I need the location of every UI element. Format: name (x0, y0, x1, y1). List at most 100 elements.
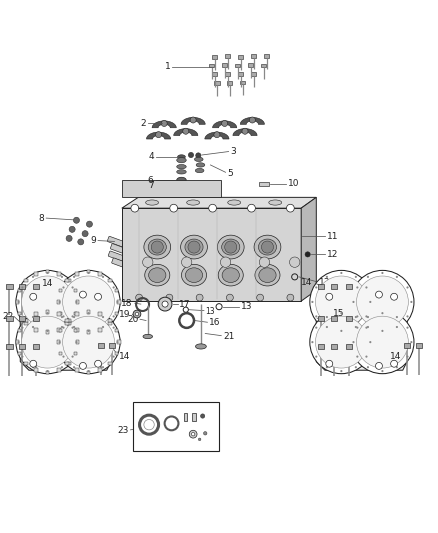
Bar (57, 328, 61, 332)
Circle shape (396, 326, 398, 328)
Circle shape (406, 327, 409, 329)
Text: 2: 2 (140, 119, 145, 128)
Ellipse shape (259, 268, 276, 282)
Bar (34, 272, 38, 276)
Bar (75, 312, 79, 316)
Text: 15: 15 (333, 309, 344, 318)
Circle shape (259, 257, 270, 268)
Circle shape (367, 316, 369, 318)
Circle shape (113, 286, 115, 288)
Bar (212, 55, 217, 59)
Bar (117, 300, 120, 304)
Bar (33, 284, 39, 289)
Bar (7, 344, 13, 350)
Circle shape (357, 316, 408, 368)
Ellipse shape (222, 239, 240, 255)
Bar (115, 352, 118, 356)
Bar (259, 182, 269, 185)
Circle shape (117, 301, 119, 303)
Bar (46, 310, 49, 313)
Circle shape (88, 312, 90, 314)
Bar (25, 279, 28, 282)
Text: 8: 8 (38, 214, 44, 223)
Polygon shape (181, 117, 205, 124)
Circle shape (73, 326, 75, 328)
Text: 7: 7 (148, 181, 154, 190)
Circle shape (73, 316, 75, 318)
Text: 9: 9 (90, 236, 96, 245)
Bar (19, 316, 25, 321)
Text: 22: 22 (3, 312, 14, 321)
Text: 14: 14 (119, 352, 130, 361)
Circle shape (73, 276, 75, 278)
Circle shape (32, 316, 34, 318)
Bar (235, 64, 240, 68)
Circle shape (406, 316, 409, 318)
Circle shape (143, 257, 153, 268)
Circle shape (257, 294, 264, 301)
Circle shape (135, 312, 139, 316)
Ellipse shape (222, 268, 240, 282)
Bar (318, 316, 324, 321)
Bar (346, 316, 352, 321)
Bar (346, 284, 352, 289)
Bar (261, 64, 266, 68)
Bar (332, 344, 337, 350)
Ellipse shape (228, 200, 240, 205)
Circle shape (369, 341, 371, 343)
Text: 1: 1 (165, 62, 170, 71)
Ellipse shape (177, 177, 186, 183)
Bar (67, 321, 71, 325)
Text: 12: 12 (327, 250, 339, 259)
Circle shape (225, 241, 237, 253)
Bar (18, 352, 21, 356)
Ellipse shape (148, 239, 166, 255)
Bar (99, 328, 102, 332)
Circle shape (357, 276, 408, 328)
Circle shape (340, 272, 343, 274)
Circle shape (365, 316, 367, 318)
Bar (318, 344, 324, 350)
Bar (18, 329, 21, 332)
Bar (34, 368, 38, 372)
Bar (184, 413, 187, 421)
Circle shape (326, 293, 333, 300)
Bar (264, 54, 269, 58)
Circle shape (82, 231, 88, 237)
Text: 17: 17 (179, 300, 191, 309)
Bar (7, 284, 13, 289)
Ellipse shape (145, 264, 170, 286)
Circle shape (158, 297, 172, 311)
Text: 6: 6 (148, 175, 153, 184)
Circle shape (196, 153, 201, 158)
Circle shape (57, 270, 120, 334)
Bar (74, 352, 77, 356)
Bar (110, 343, 115, 348)
Text: 3: 3 (231, 147, 237, 156)
Bar (332, 284, 337, 289)
Circle shape (102, 276, 104, 278)
Text: 21: 21 (223, 332, 234, 341)
Ellipse shape (255, 264, 280, 286)
Bar (99, 368, 102, 372)
Bar (87, 270, 90, 273)
Circle shape (406, 356, 409, 358)
Circle shape (59, 341, 61, 343)
Bar (59, 289, 62, 292)
Bar (33, 316, 39, 321)
Text: 10: 10 (288, 180, 300, 189)
Ellipse shape (196, 163, 205, 167)
Circle shape (220, 257, 231, 268)
Circle shape (66, 236, 72, 241)
Bar (65, 321, 69, 325)
Circle shape (30, 360, 37, 367)
Circle shape (62, 286, 64, 288)
Bar (65, 319, 69, 322)
Circle shape (355, 366, 357, 368)
Circle shape (63, 276, 114, 328)
Circle shape (305, 252, 310, 257)
Bar (227, 81, 233, 85)
Bar (108, 321, 112, 325)
Circle shape (32, 276, 34, 278)
Circle shape (340, 312, 343, 314)
